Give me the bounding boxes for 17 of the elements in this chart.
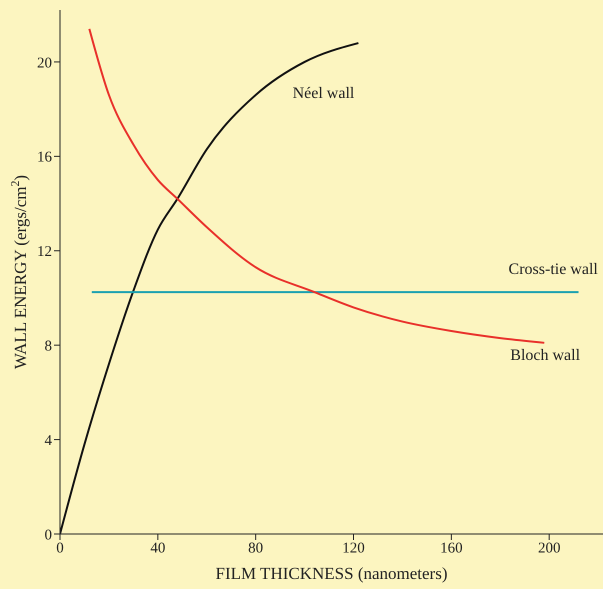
x-tick-label: 120	[342, 540, 365, 557]
y-tick-label: 8	[44, 338, 52, 354]
y-tick-label: 16	[37, 150, 52, 166]
y-tick-label: 12	[37, 244, 52, 260]
line-series	[60, 42, 360, 534]
x-tick-label: 80	[248, 540, 264, 557]
x-tick-label: 40	[150, 540, 166, 557]
x-tick-label: 0	[56, 540, 64, 557]
y-tick-label: 20	[37, 55, 52, 72]
x-tick-label: 160	[440, 540, 463, 557]
series-label: Néel wall	[292, 84, 355, 102]
series-label: Bloch wall	[510, 347, 581, 364]
y-tick-label: 4	[44, 432, 52, 449]
y-tick-label: 0	[44, 527, 52, 544]
series-label: Cross-tie wall	[508, 261, 598, 278]
x-axis-title: FILM THICKNESS (nanometers)	[216, 564, 448, 583]
x-tick-label: 200	[538, 540, 560, 557]
